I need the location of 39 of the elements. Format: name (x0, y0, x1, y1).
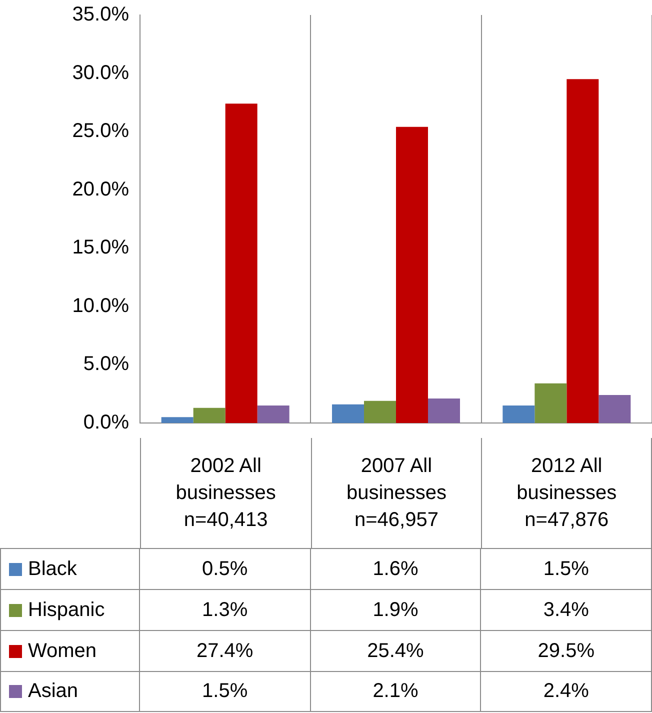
y-tick-label: 5.0% (83, 353, 130, 376)
x-tick-label: 2007 All businesses n=46,957 (345, 454, 448, 532)
data-label: 2.1% (310, 672, 482, 711)
data-label: 27.4% (140, 631, 311, 671)
data-label: 29.5% (481, 631, 652, 671)
y-tick-label: 20.0% (72, 178, 130, 200)
bar (193, 408, 226, 423)
bar (332, 404, 364, 423)
data-label: 25.4% (310, 631, 482, 671)
bar (257, 406, 290, 423)
data-label: 1.9% (310, 590, 482, 630)
y-tick-label: 0.0% (83, 412, 130, 434)
y-tick-label: 30.0% (72, 62, 130, 84)
bar (566, 79, 599, 423)
legend-label: Black (28, 558, 77, 580)
bar (364, 400, 396, 423)
bar (161, 417, 194, 423)
bar (502, 406, 535, 423)
data-label: 1.5% (140, 672, 311, 711)
y-tick-label: 35.0% (72, 4, 130, 26)
data-label: 1.5% (481, 549, 652, 589)
data-label: 1.6% (310, 549, 482, 589)
legend-label: Women (28, 640, 97, 662)
bar (534, 383, 567, 423)
bar (428, 398, 460, 423)
x-tick-label: 2012 All businesses n=47,876 (516, 454, 618, 532)
legend-label: Asian (28, 680, 78, 703)
legend-label: Hispanic (28, 598, 105, 622)
data-label: 3.4% (481, 590, 652, 630)
data-label: 1.3% (140, 590, 311, 630)
bar (598, 395, 631, 423)
y-tick-label: 15.0% (72, 236, 130, 259)
bar (396, 126, 428, 423)
data-label: 0.5% (140, 549, 311, 589)
bar (225, 104, 258, 423)
x-tick-label: 2002 All businesses n=40,413 (174, 454, 277, 532)
data-label: 2.4% (481, 672, 652, 711)
y-tick-label: 25.0% (72, 120, 130, 142)
y-tick-label: 10.0% (72, 294, 130, 317)
